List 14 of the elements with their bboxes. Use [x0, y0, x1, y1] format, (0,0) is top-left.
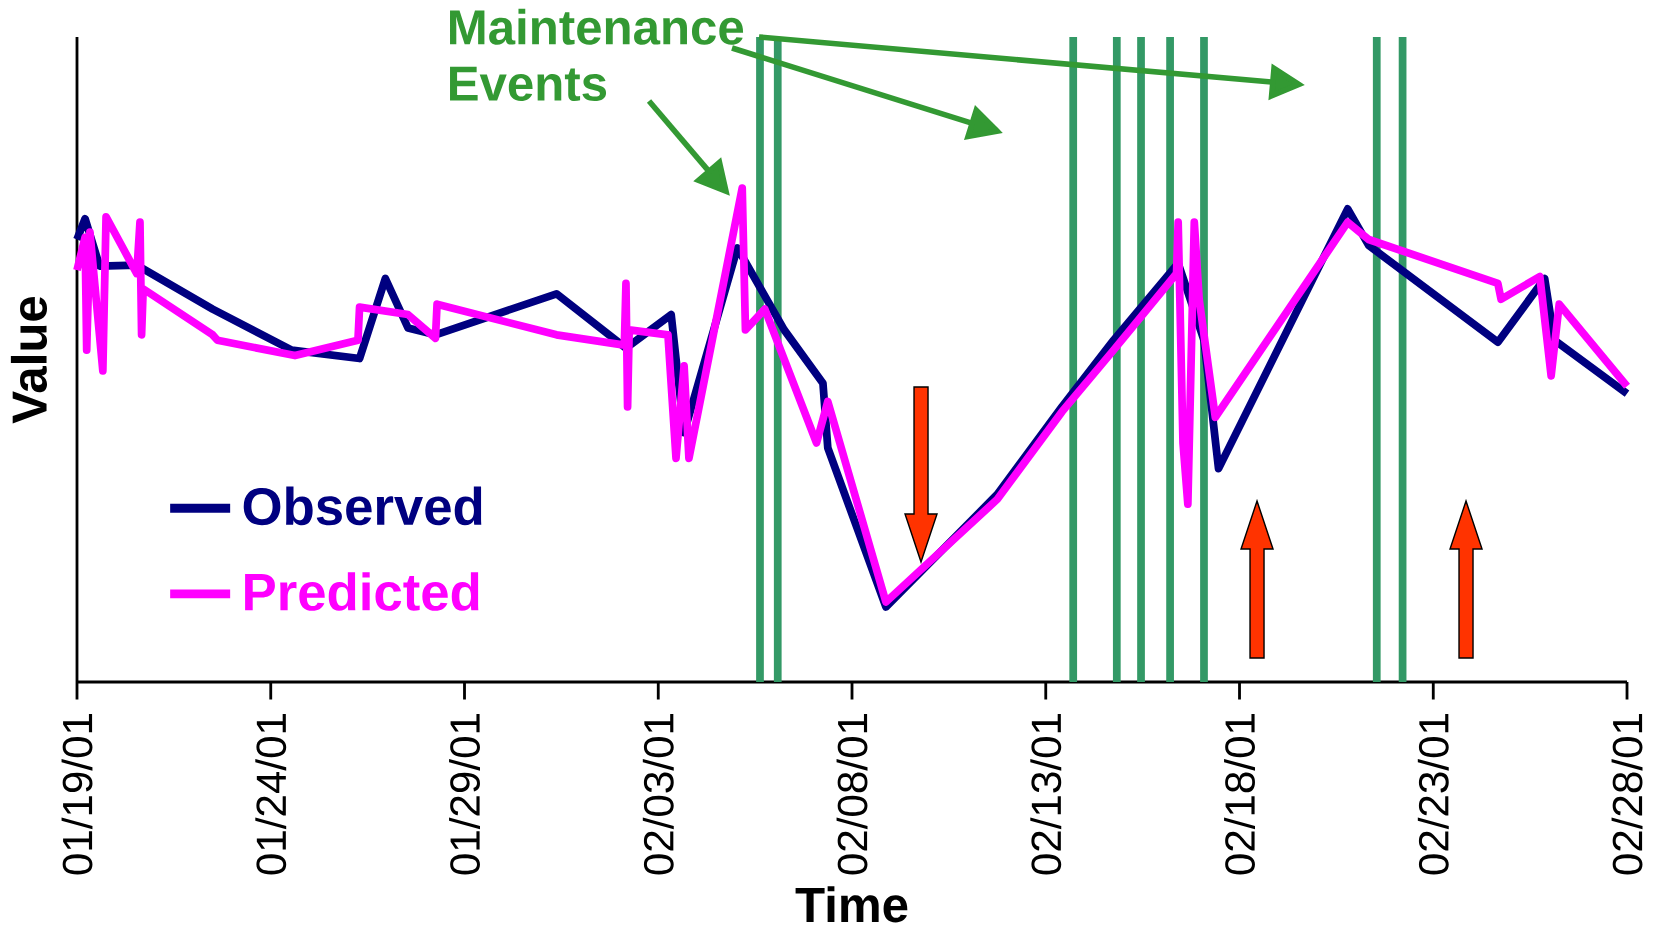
y-axis-title: Value — [10, 296, 48, 424]
text: Maintenance Events — [450, 8, 744, 102]
x-tick-label: 02/23/01 — [1417, 714, 1449, 875]
legend-label: Observed — [243, 486, 482, 526]
x-tick-label: 02/08/01 — [836, 714, 868, 875]
x-tick-label: 01/24/01 — [255, 714, 287, 875]
x-tick-label: 01/19/01 — [61, 714, 93, 875]
x-tick-label: 02/18/01 — [1224, 714, 1255, 875]
x-tick-label: 02/28/01 — [1611, 714, 1643, 875]
legend-label: Predicted — [245, 572, 479, 611]
x-tick-label: 02/13/01 — [1030, 714, 1062, 875]
x-tick-label: 01/29/01 — [449, 714, 480, 875]
x-axis-title: Time — [795, 886, 908, 923]
x-tick-label: 02/03/01 — [642, 714, 674, 875]
